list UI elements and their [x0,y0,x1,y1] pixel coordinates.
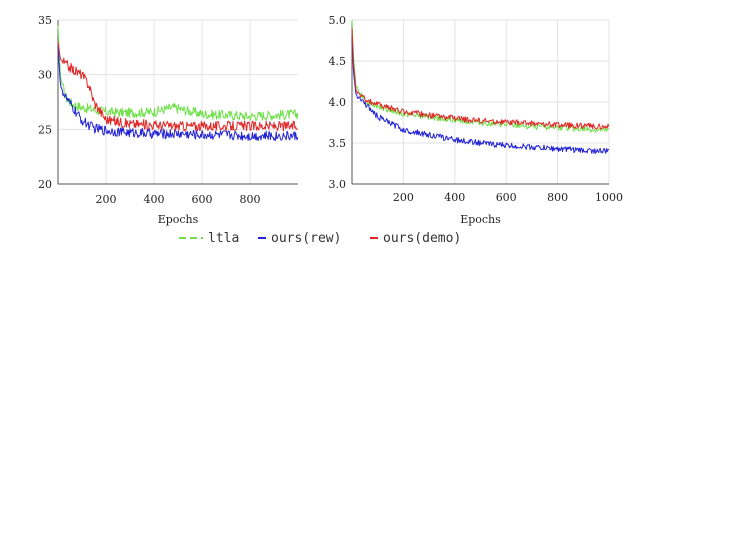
legend-item-ltla: ltla [179,231,239,246]
y-tick-label: 20 [38,178,52,191]
series-line-ours-rew [57,44,299,141]
series-line-ours-demo [57,41,298,132]
x-tick-label: 200 [393,191,414,204]
x-tick-label: 800 [547,191,568,204]
series-line-ltla [57,25,299,121]
series-line-ltla [351,19,610,133]
x-axis-title: Epochs [460,213,501,226]
x-tick-label: 1000 [595,191,623,204]
legend-item-ours-demo: ours(demo) [370,231,461,246]
x-tick-label: 400 [144,193,165,206]
chart-right-panel: 3.0 3.5 4.0 4.5 5.0 200 400 600 800 1000 Epochs [329,14,624,226]
legend-label-ltla: ltla [208,231,239,246]
y-tick-label: 4.0 [329,96,347,109]
y-tick-label: 5.0 [329,14,347,27]
y-tick-label: 30 [38,69,52,82]
x-tick-label: 200 [96,193,117,206]
legend-label-ours-rew: ours(rew) [271,231,341,246]
series-line-ours-demo [351,28,610,130]
x-tick-label: 400 [444,191,465,204]
legend-item-ours-rew: ours(rew) [258,231,341,246]
x-axis-title: Epochs [158,213,199,226]
y-tick-label: 35 [38,14,52,27]
x-tick-label: 600 [496,191,517,204]
figure: 20 25 30 35 200 400 600 800 Epochs 3.0 3.5 4.0 4.5 5… [38,14,624,246]
x-tick-label: 800 [240,193,261,206]
x-tick-label: 600 [192,193,213,206]
y-tick-label: 25 [38,123,52,136]
legend: ltla ours(rew) ours(demo) [179,231,461,246]
y-tick-label: 3.0 [329,178,347,191]
series-line-ours-rew [351,36,610,154]
chart-left-panel: 20 25 30 35 200 400 600 800 Epochs [38,14,299,226]
y-tick-label: 4.5 [329,55,347,68]
y-tick-label: 3.5 [329,137,347,150]
legend-label-ours-demo: ours(demo) [383,231,461,246]
